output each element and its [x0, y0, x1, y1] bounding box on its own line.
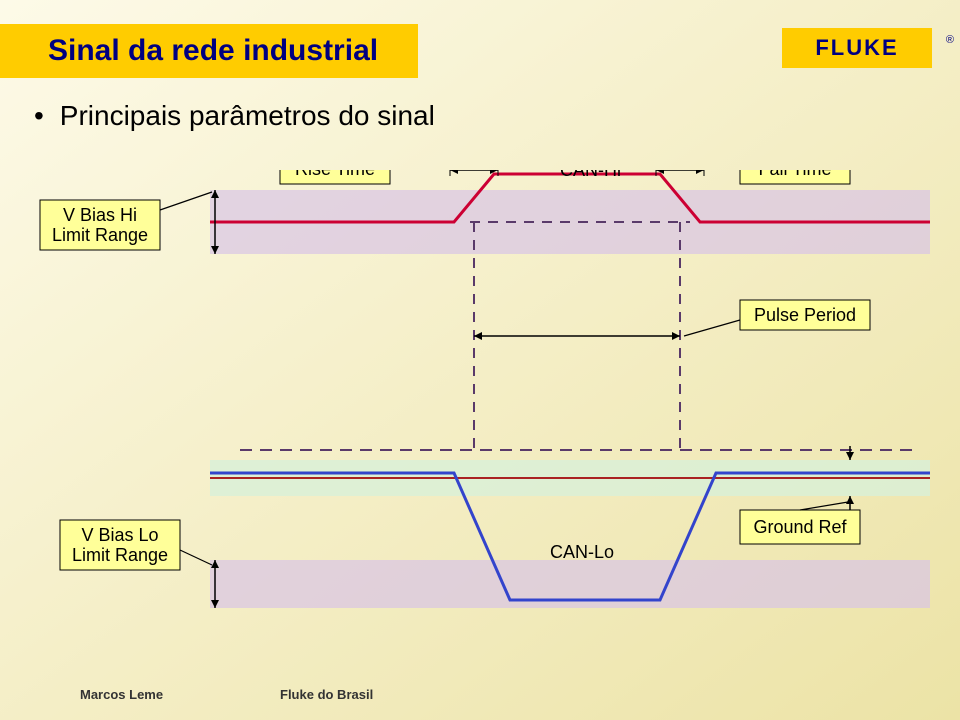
svg-text:V Bias Lo: V Bias Lo	[81, 525, 158, 545]
registered-icon: ®	[946, 34, 954, 46]
svg-text:Fall Time: Fall Time	[758, 170, 831, 179]
bullet-icon: •	[34, 98, 52, 133]
svg-text:V Bias Hi: V Bias Hi	[63, 205, 137, 225]
svg-text:CAN-Lo: CAN-Lo	[550, 542, 614, 562]
svg-text:Limit Range: Limit Range	[72, 545, 168, 565]
footer-org: Fluke do Brasil	[280, 687, 373, 702]
svg-text:Limit Range: Limit Range	[52, 225, 148, 245]
svg-text:Pulse Period: Pulse Period	[754, 305, 856, 325]
svg-text:CAN-Hi: CAN-Hi	[560, 170, 621, 180]
brand-text: FLUKE	[815, 35, 898, 61]
subtitle: • Principais parâmetros do sinal	[34, 98, 454, 133]
brand-logo: FLUKE	[782, 28, 932, 68]
svg-text:Ground Ref: Ground Ref	[753, 517, 847, 537]
subtitle-text: Principais parâmetros do sinal	[60, 100, 435, 131]
page-title: Sinal da rede industrial	[48, 34, 378, 68]
footer-author: Marcos Leme	[80, 687, 163, 702]
title-bar: Sinal da rede industrial	[0, 24, 418, 78]
diagram: V Bias HiLimit RangeRise TimeCAN-HiFall …	[0, 170, 960, 650]
svg-text:Rise Time: Rise Time	[295, 170, 375, 179]
